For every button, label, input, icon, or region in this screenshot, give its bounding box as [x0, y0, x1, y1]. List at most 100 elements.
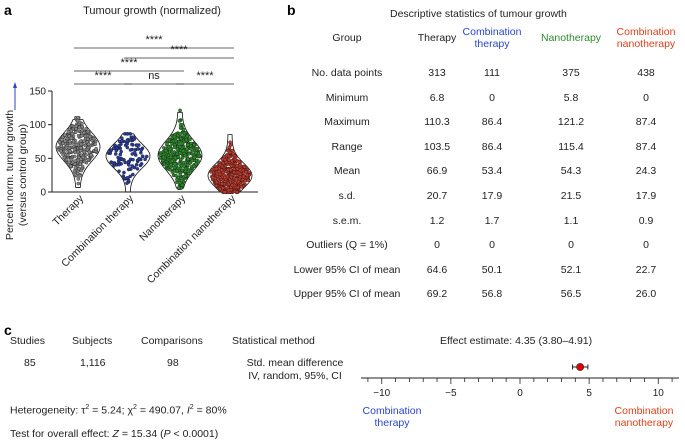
method-line2: IV, random, 95%, CI: [248, 370, 342, 382]
data-point: [194, 151, 198, 155]
table-row-label: Upper 95% CI of mean: [293, 288, 401, 301]
data-point: [186, 162, 190, 167]
data-point: [224, 160, 228, 164]
data-point: [66, 130, 71, 134]
data-point: [72, 154, 77, 159]
effect-estimate-label: Effect estimate: 4.35 (3.80–4.91): [440, 335, 593, 347]
table-cell: 6.8: [429, 91, 445, 104]
data-point: [126, 159, 131, 164]
data-point: [72, 147, 77, 152]
data-point: [232, 170, 236, 175]
value-comparisons: 98: [167, 357, 179, 369]
forest-plot: −10 −5 0 5 10: [361, 363, 679, 399]
data-point: [236, 185, 240, 190]
violin-outline: [157, 111, 203, 189]
data-point: [226, 182, 231, 187]
value-subjects: 1,116: [80, 357, 106, 369]
data-point: [60, 138, 64, 142]
data-point: [188, 161, 193, 165]
header-statistical-method: Statistical method: [232, 335, 315, 347]
forest-tick-label: 0: [517, 388, 523, 399]
violin-outline: [55, 119, 101, 188]
data-point: [73, 159, 78, 163]
table-cell: 56.8: [481, 288, 503, 301]
data-point: [79, 168, 84, 173]
data-point: [62, 155, 67, 160]
data-point: [173, 162, 177, 166]
table-cell: 69.2: [426, 288, 448, 301]
significance-label: ****: [196, 70, 214, 82]
panel-label-a: a: [4, 2, 12, 18]
table-cell: 64.6: [426, 263, 448, 276]
significance-label: ****: [94, 70, 112, 82]
col-header-line1: Nanotherapy: [540, 32, 602, 44]
data-point: [175, 177, 179, 182]
panel-label-c: c: [4, 322, 12, 338]
data-point: [229, 163, 234, 168]
data-point: [73, 130, 78, 134]
data-point: [243, 179, 247, 183]
data-point: [131, 157, 135, 162]
data-point: [76, 115, 81, 120]
data-point: [188, 169, 193, 173]
data-point: [220, 182, 224, 186]
table-row-label: Maximum: [324, 116, 370, 129]
data-point: [64, 157, 69, 162]
header-comparisons: Comparisons: [141, 335, 203, 347]
significance-label: ****: [145, 34, 163, 46]
right-label-line2: nanotherapy: [614, 417, 674, 429]
data-point: [236, 179, 241, 184]
table-row-label: Outliers (Q = 1%): [306, 239, 388, 252]
table-header-col-3: Combination nanotherapy: [601, 26, 685, 50]
data-point: [217, 169, 221, 174]
data-point: [179, 178, 184, 183]
data-point: [241, 174, 246, 179]
heterogeneity-text: Heterogeneity: τ2 = 5.24; χ2 = 490.07, I…: [10, 404, 227, 417]
data-point: [116, 158, 121, 163]
data-point: [73, 150, 77, 155]
data-point: [176, 155, 181, 159]
data-point: [235, 170, 240, 175]
data-point: [117, 169, 121, 174]
data-point: [135, 167, 140, 171]
data-point: [83, 143, 88, 148]
data-point: [158, 153, 163, 157]
table-cell: 87.4: [635, 116, 657, 129]
data-point: [80, 164, 85, 169]
table-cell: 20.7: [426, 190, 448, 202]
data-point: [215, 172, 220, 176]
data-point: [223, 190, 228, 194]
data-point: [113, 152, 118, 156]
violin-outline: [207, 134, 253, 193]
data-point: [85, 129, 90, 134]
data-point: [76, 177, 81, 181]
data-point: [178, 131, 182, 136]
data-point: [178, 108, 182, 113]
table-cell: 50.1: [481, 263, 503, 276]
table-cell: 21.5: [560, 190, 582, 202]
data-point: [178, 151, 182, 155]
data-point: [125, 132, 130, 136]
table-cell: 24.3: [635, 165, 657, 178]
data-point: [181, 160, 186, 165]
data-point: [178, 125, 183, 130]
table-cell: 110.3: [424, 116, 450, 129]
data-point: [139, 150, 143, 155]
data-point: [194, 162, 198, 166]
table-header-col-0: Therapy: [392, 32, 482, 44]
data-point: [238, 163, 242, 167]
data-point: [122, 170, 126, 175]
table-cell: 1.7: [484, 214, 500, 227]
data-point: [179, 163, 184, 168]
data-point: [80, 133, 84, 138]
data-point: [64, 145, 69, 150]
table-cell: 111: [484, 67, 500, 79]
data-point: [183, 169, 188, 174]
data-point: [185, 147, 189, 151]
table-cell: 54.3: [560, 165, 582, 178]
data-point: [197, 153, 202, 158]
data-point: [69, 157, 74, 162]
data-point: [117, 162, 121, 167]
data-point: [86, 137, 90, 141]
data-point: [68, 164, 73, 168]
